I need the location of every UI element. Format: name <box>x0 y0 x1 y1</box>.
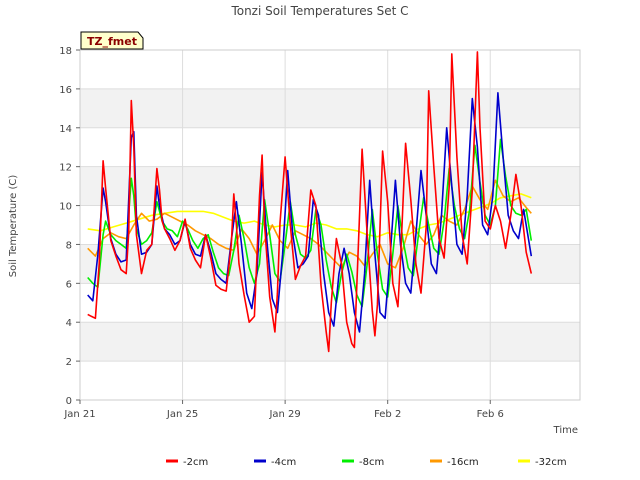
y-tick-label: 8 <box>66 240 72 251</box>
legend-label: -16cm <box>447 457 479 468</box>
x-tick-label: Feb 6 <box>477 409 504 420</box>
x-axis-ticks: Jan 21 Jan 25 Jan 29 Feb 2 Feb 6 <box>63 400 504 420</box>
legend: -2cm -4cm -8cm -16cm -32cm <box>166 457 567 468</box>
y-axis-label: Soil Temperature (C) <box>8 175 19 278</box>
y-tick-label: 6 <box>66 279 72 290</box>
y-tick-label: 16 <box>59 85 72 96</box>
background-band <box>80 361 580 400</box>
station-badge: TZ_fmet <box>80 31 144 50</box>
y-axis-ticks: 0 2 4 6 8 10 12 14 16 18 <box>59 46 80 407</box>
badge-label: TZ_fmet <box>87 35 137 48</box>
background-band <box>80 50 580 89</box>
x-axis-label: Time <box>553 425 578 436</box>
legend-label: -2cm <box>183 457 208 468</box>
series-line-2cm <box>87 51 533 353</box>
y-tick-label: 12 <box>59 163 72 174</box>
background-band <box>80 127 580 167</box>
y-tick-label: 2 <box>66 357 72 368</box>
x-tick-label: Feb 2 <box>374 409 401 420</box>
legend-label: -4cm <box>271 457 296 468</box>
x-tick-label: Jan 25 <box>166 409 198 420</box>
y-tick-label: 4 <box>66 318 72 329</box>
y-tick-label: 10 <box>59 202 72 213</box>
legend-label: -8cm <box>359 457 384 468</box>
chart-title: Tonzi Soil Temperatures Set C <box>230 4 408 18</box>
background-band <box>80 88 580 128</box>
series-lines <box>87 51 533 353</box>
y-tick-label: 14 <box>59 124 72 135</box>
badge-shape <box>80 31 144 50</box>
plot-area-frame <box>79 49 581 401</box>
legend-label: -32cm <box>535 457 567 468</box>
y-tick-label: 0 <box>66 396 72 407</box>
x-tick-label: Jan 21 <box>63 409 95 420</box>
plot-background-bands <box>80 50 580 400</box>
y-tick-label: 18 <box>59 46 72 57</box>
x-tick-label: Jan 29 <box>268 409 300 420</box>
